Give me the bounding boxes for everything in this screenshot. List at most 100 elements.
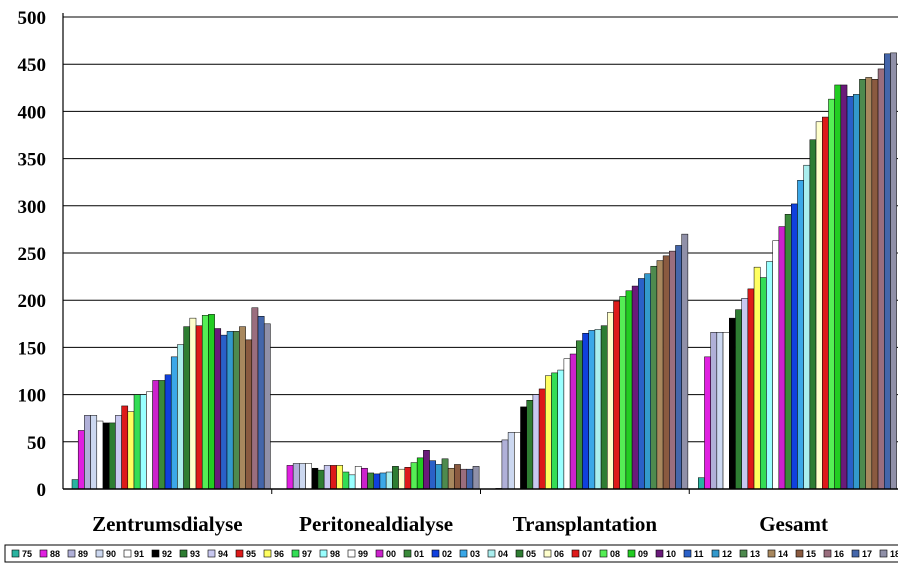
legend-swatch-14: [767, 549, 776, 558]
category-labels: Zentrumsdialyse Peritonealdialyse Transpla…: [92, 512, 828, 536]
bar-99-1: [354, 466, 362, 490]
bar-95-1: [330, 465, 337, 490]
legend-label-97: 97: [302, 549, 312, 559]
bar-11-2: [638, 278, 645, 490]
legend: 75 88 89 90 91 92 93 94 95 96 97 98 99 00 01 02 03 04 05 06…: [4, 544, 898, 563]
bar-00-3: [778, 226, 786, 490]
bar-03-0: [170, 356, 178, 490]
bar-04-3: [803, 164, 811, 490]
bar-90-1: [299, 463, 306, 490]
bar-04-0: [177, 344, 184, 490]
bar-12-1: [435, 464, 443, 490]
bar-00-1: [361, 467, 368, 490]
legend-swatch-02: [431, 549, 440, 558]
y-tick-label: 450: [18, 55, 47, 76]
bars: [71, 52, 897, 490]
bar-06-1: [398, 468, 405, 490]
category-label: Transplantation: [513, 512, 658, 536]
y-tick-label: 350: [18, 150, 47, 171]
bar-17-1: [466, 468, 474, 490]
bar-95-3: [747, 288, 755, 490]
bar-01-3: [784, 214, 792, 490]
bar-18-1: [472, 466, 480, 490]
bar-89-2: [501, 439, 509, 490]
bar-07-1: [404, 467, 412, 490]
bar-14-2: [656, 260, 664, 490]
legend-label-04: 04: [498, 549, 508, 559]
bar-06-0: [189, 317, 197, 490]
bar-06-3: [815, 121, 823, 490]
y-tick-label: 300: [18, 197, 47, 218]
bar-10-3: [840, 84, 848, 490]
bar-13-1: [441, 458, 449, 490]
bar-98-3: [766, 261, 773, 490]
bar-14-1: [447, 467, 455, 490]
legend-swatch-93: [179, 549, 188, 558]
legend-label-88: 88: [50, 549, 60, 559]
legend-swatch-01: [403, 549, 412, 558]
bar-12-0: [226, 331, 234, 490]
bar-05-2: [600, 325, 608, 490]
bar-13-2: [650, 265, 658, 490]
bar-18-3: [890, 52, 897, 490]
legend-swatch-94: [207, 549, 216, 558]
bar-96-2: [545, 375, 552, 490]
bar-15-3: [871, 79, 879, 490]
bar-14-0: [239, 326, 246, 490]
bar-13-3: [859, 79, 866, 490]
bar-07-3: [822, 116, 829, 490]
bar-16-0: [251, 307, 259, 490]
bar-08-2: [619, 296, 627, 490]
bar-94-2: [532, 394, 540, 490]
legend-swatch-16: [823, 549, 832, 558]
legend-label-15: 15: [806, 549, 816, 559]
bar-01-0: [158, 380, 166, 490]
legend-box: [4, 544, 898, 563]
bar-94-0: [115, 415, 122, 490]
bar-91-0: [96, 420, 104, 490]
legend-label-10: 10: [666, 549, 676, 559]
bar-92-3: [729, 317, 736, 490]
legend-swatch-90: [95, 549, 104, 558]
legend-label-00: 00: [386, 549, 396, 559]
bar-90-3: [716, 332, 724, 490]
legend-swatch-98: [319, 549, 328, 558]
bar-05-3: [809, 139, 817, 490]
bar-97-3: [760, 277, 767, 490]
y-tick-label: 50: [27, 433, 46, 454]
legend-label-16: 16: [834, 549, 844, 559]
bar-91-2: [514, 432, 521, 490]
bar-11-0: [220, 334, 228, 490]
bar-02-0: [164, 374, 172, 490]
legend-swatch-06: [543, 549, 552, 558]
bar-01-2: [576, 340, 583, 490]
legend-label-75: 75: [22, 549, 32, 559]
bar-92-0: [102, 422, 110, 490]
legend-swatch-18: [879, 549, 888, 558]
bar-17-3: [884, 53, 891, 490]
legend-swatch-75: [11, 549, 20, 558]
bar-95-2: [538, 388, 546, 490]
bar-99-3: [772, 240, 780, 490]
y-tick-label: 400: [18, 102, 47, 123]
legend-label-07: 07: [582, 549, 592, 559]
bar-99-2: [563, 358, 571, 490]
y-axis-tick-labels: 0 50 100 150 200 250 300 350 400 450 500: [18, 8, 47, 501]
bar-02-1: [373, 473, 381, 490]
bar-99-0: [146, 391, 153, 490]
bar-96-0: [127, 411, 135, 490]
bar-05-1: [392, 466, 399, 490]
bar-94-3: [741, 298, 749, 490]
bar-02-3: [791, 203, 798, 490]
bar-09-1: [416, 457, 424, 490]
legend-swatch-04: [487, 549, 496, 558]
legend-swatch-07: [571, 549, 580, 558]
legend-swatch-08: [599, 549, 608, 558]
legend-swatch-88: [39, 549, 48, 558]
bar-15-1: [454, 464, 461, 490]
legend-label-12: 12: [722, 549, 732, 559]
legend-swatch-12: [711, 549, 720, 558]
legend-label-91: 91: [134, 549, 144, 559]
legend-swatch-15: [795, 549, 804, 558]
